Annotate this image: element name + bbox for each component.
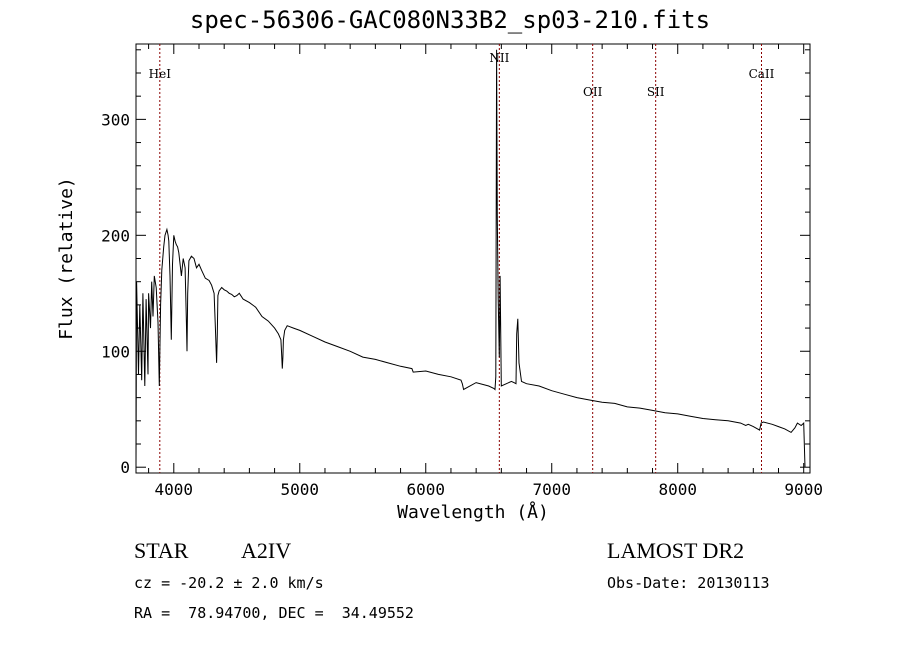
x-tick-label: 5000 (281, 480, 320, 499)
redshift-text: cz = -20.2 ± 2.0 km/s (134, 574, 324, 592)
spectral-line-label: OII (583, 85, 603, 99)
spectral-subclass: A2IV (241, 538, 292, 563)
x-tick-label: 9000 (784, 480, 823, 499)
obs-date-text: Obs-Date: 20130113 (607, 574, 770, 592)
spectral-line-label: SII (647, 85, 665, 99)
y-tick-label: 100 (101, 342, 130, 361)
plot-frame (135, 43, 811, 474)
object-type: STAR (134, 538, 189, 563)
spectral-line-label: CaII (749, 67, 775, 81)
survey-name: LAMOST DR2 (607, 538, 745, 563)
spectral-line-label: HeI (149, 67, 172, 81)
coordinates-text: RA = 78.94700, DEC = 34.49552 (134, 604, 414, 622)
chart-title: spec-56306-GAC080N33B2_sp03-210.fits (189, 6, 711, 34)
y-tick-label: 300 (101, 110, 130, 129)
y-tick-label: 200 (101, 226, 130, 245)
x-tick-label: 6000 (406, 480, 445, 499)
x-tick-label: 8000 (658, 480, 697, 499)
x-axis-label: Wavelength (Å) (397, 501, 549, 523)
spectral-line-label: NII (489, 51, 509, 65)
x-tick-label: 4000 (155, 480, 194, 499)
y-tick-label: 0 (120, 458, 130, 477)
spectrum-line (135, 49, 806, 468)
y-axis-label: Flux (relative) (56, 177, 77, 340)
x-tick-label: 7000 (532, 480, 571, 499)
